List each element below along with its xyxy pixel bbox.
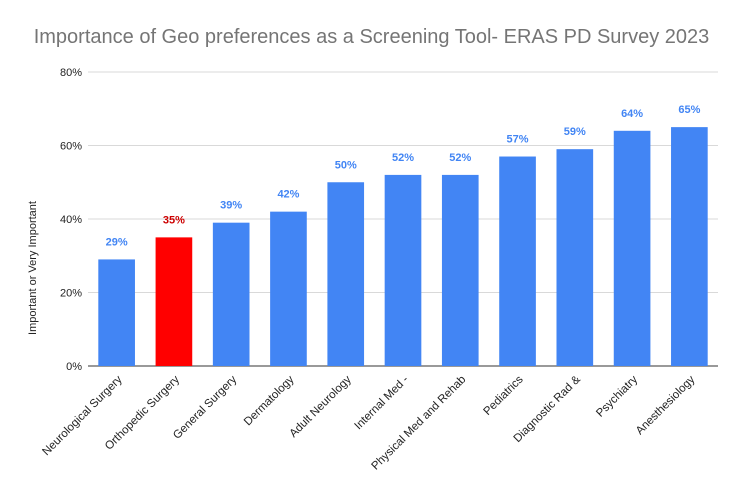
chart-title: Importance of Geo preferences as a Scree… xyxy=(33,26,710,48)
bar xyxy=(499,156,536,366)
bar xyxy=(327,182,365,366)
bar xyxy=(384,174,422,366)
bars xyxy=(98,127,708,366)
data-label: 57% xyxy=(507,134,529,146)
bar xyxy=(155,237,193,366)
category-label: Anesthesiology xyxy=(634,373,698,437)
bar xyxy=(556,149,594,366)
category-label: Dermatology xyxy=(242,373,297,428)
y-tick-label: 60% xyxy=(60,141,82,153)
y-tick-label: 20% xyxy=(60,288,82,300)
bar xyxy=(98,259,135,366)
data-label: 50% xyxy=(335,159,357,171)
data-label: 52% xyxy=(449,152,471,164)
data-label: 39% xyxy=(220,200,242,212)
bar xyxy=(270,211,307,366)
data-label: 65% xyxy=(678,104,700,116)
data-label: 52% xyxy=(392,152,414,164)
data-label: 35% xyxy=(163,214,185,226)
category-label: Adult Neurology xyxy=(288,373,355,440)
bar xyxy=(212,222,250,366)
data-labels: 29% 35% 39% 42% 50% 52% 52% 57% 59% 64% 65% xyxy=(106,104,701,248)
data-label: 64% xyxy=(621,108,643,120)
category-label: Physical Med and Rehab xyxy=(369,374,468,473)
data-label: 42% xyxy=(277,189,299,201)
bar xyxy=(613,130,651,366)
y-tick-label: 80% xyxy=(60,67,82,79)
bar xyxy=(671,127,708,366)
data-label: 59% xyxy=(564,126,586,138)
y-tick-label: 40% xyxy=(60,214,82,226)
y-tick-label: 0% xyxy=(66,361,82,373)
data-label: 29% xyxy=(106,236,128,248)
category-label: General Surgery xyxy=(171,373,239,441)
category-label: Psychiatry xyxy=(594,373,640,419)
category-label: Pediatrics xyxy=(481,373,525,417)
y-axis-ticks: 0% 20% 40% 60% 80% xyxy=(60,67,82,373)
bar xyxy=(441,174,479,366)
category-label: Internal Med - xyxy=(352,374,411,433)
y-axis-label: Important or Very Important xyxy=(27,201,39,335)
